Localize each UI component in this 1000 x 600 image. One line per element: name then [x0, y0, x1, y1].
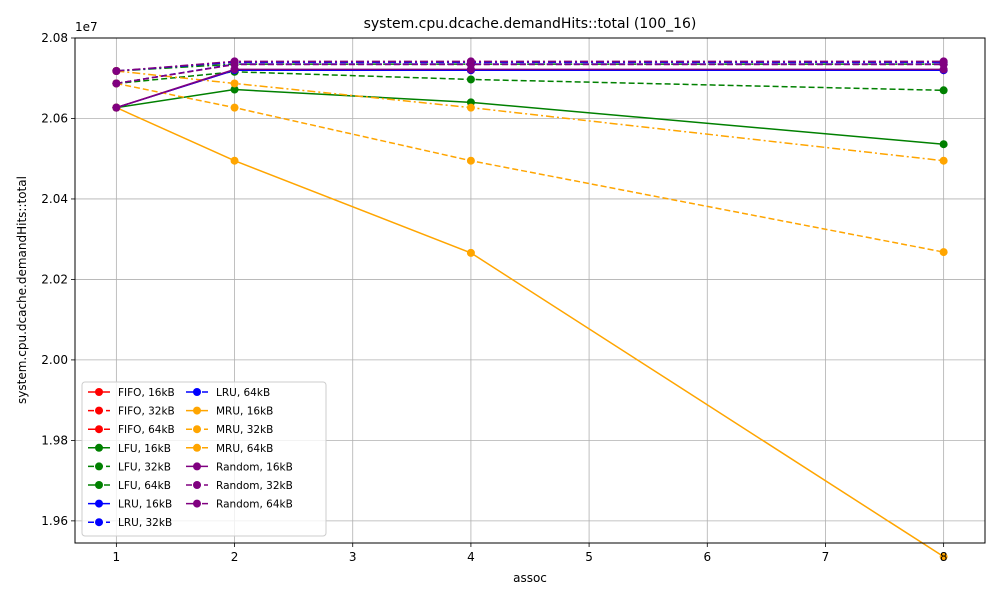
data-point: [230, 85, 239, 94]
x-tick-label: 6: [703, 550, 711, 564]
legend-marker: [193, 462, 201, 471]
x-tick-label: 5: [585, 550, 593, 564]
series-line: [116, 106, 945, 558]
legend-item: Random, 16kB: [186, 461, 293, 473]
data-point: [230, 156, 239, 165]
data-point: [939, 552, 948, 561]
data-point: [230, 57, 239, 66]
data-point: [466, 248, 475, 257]
legend-label: Random, 32kB: [216, 480, 293, 492]
data-point: [112, 103, 121, 112]
legend-marker: [193, 443, 201, 452]
legend: FIFO, 16kB FIFO, 32kB FIFO, 64kB LFU, 16kB L…: [81, 381, 327, 537]
x-tick-label: 3: [349, 550, 357, 564]
legend-item: LRU, 16kB: [88, 499, 172, 511]
y-tick-label: 2.06: [41, 111, 68, 125]
legend-item: FIFO, 64kB: [88, 424, 175, 436]
legend-label: Random, 64kB: [216, 499, 293, 511]
x-tick-label: 1: [113, 550, 121, 564]
plot-frame: [74, 37, 986, 544]
legend-item: Random, 64kB: [186, 499, 293, 511]
data-point: [466, 57, 475, 66]
legend-item: FIFO, 32kB: [88, 406, 175, 418]
legend-label: MRU, 32kB: [216, 424, 273, 436]
legend-item: MRU, 64kB: [186, 443, 273, 455]
x-axis-label: assoc: [513, 571, 547, 585]
legend-label: LRU, 16kB: [118, 499, 172, 511]
data-point: [939, 140, 948, 149]
chart-title: system.cpu.dcache.demandHits::total (100…: [364, 16, 697, 32]
y-tick-label: 2.08: [41, 31, 68, 45]
legend-label: LFU, 64kB: [118, 480, 171, 492]
data-point: [939, 57, 948, 66]
data-point: [939, 248, 948, 257]
legend-marker: [95, 462, 103, 471]
legend-label: FIFO, 64kB: [118, 424, 175, 436]
y-axis-ticks: 1.96 1.98 2.00 2.02 2.04 2.06 2.08: [41, 31, 75, 528]
series-14: [112, 57, 948, 75]
x-tick-label: 4: [467, 550, 475, 564]
legend-marker: [193, 499, 201, 508]
legend-item: LFU, 64kB: [88, 480, 171, 492]
legend-item: LFU, 32kB: [88, 461, 171, 473]
legend-box: [81, 381, 327, 537]
series-layer: [112, 57, 948, 561]
data-point: [230, 103, 239, 112]
legend-marker: [95, 425, 103, 434]
legend-item: LRU, 32kB: [88, 517, 172, 529]
series-line: [116, 82, 944, 253]
legend-item: MRU, 16kB: [186, 406, 273, 418]
legend-marker: [95, 406, 103, 415]
legend-marker: [193, 425, 201, 434]
y-tick-label: 2.00: [41, 353, 68, 367]
legend-label: LFU, 16kB: [118, 443, 171, 455]
data-point: [466, 75, 475, 84]
series-line: [116, 88, 944, 145]
legend-item: LFU, 16kB: [88, 443, 171, 455]
legend-label: MRU, 16kB: [216, 406, 273, 418]
series-line: [116, 60, 944, 72]
legend-marker: [193, 406, 201, 415]
data-point: [939, 86, 948, 95]
legend-marker: [193, 388, 201, 396]
y-tick-label: 1.98: [41, 433, 68, 447]
y-axis-offset-label: 1e7: [75, 20, 98, 34]
y-tick-label: 2.04: [41, 192, 68, 206]
legend-marker: [193, 481, 201, 489]
legend-item: MRU, 32kB: [186, 424, 273, 436]
legend-item: Random, 32kB: [186, 480, 293, 492]
x-axis-ticks: 1 2 3 4 5 6 7 8: [113, 543, 948, 564]
x-tick-label: 8: [940, 550, 948, 564]
y-axis-label: system.cpu.dcache.demandHits::total: [15, 176, 29, 404]
legend-label: LRU, 32kB: [118, 517, 172, 529]
legend-marker: [95, 443, 103, 452]
legend-label: MRU, 64kB: [216, 443, 273, 455]
legend-label: FIFO, 32kB: [118, 406, 175, 418]
legend-marker: [95, 388, 103, 396]
y-tick-label: 2.02: [41, 272, 68, 286]
x-tick-label: 7: [822, 550, 830, 564]
data-point: [466, 103, 475, 112]
legend-label: Random, 16kB: [216, 461, 293, 473]
data-point: [466, 156, 475, 165]
legend-label: FIFO, 16kB: [118, 387, 175, 399]
y-tick-label: 1.96: [41, 514, 68, 528]
series-line: [116, 63, 944, 85]
x-tick-label: 2: [231, 550, 239, 564]
legend-item: FIFO, 16kB: [88, 387, 175, 399]
data-point: [112, 79, 121, 88]
legend-label: LFU, 32kB: [118, 461, 171, 473]
data-point: [112, 66, 121, 75]
legend-marker: [95, 481, 103, 489]
legend-label: LRU, 64kB: [216, 387, 270, 399]
data-point: [939, 156, 948, 165]
series-line: [116, 68, 944, 109]
legend-marker: [95, 499, 103, 508]
legend-marker: [95, 518, 103, 527]
data-point: [230, 79, 239, 88]
legend-item: LRU, 64kB: [186, 387, 270, 399]
series-line: [116, 70, 944, 162]
